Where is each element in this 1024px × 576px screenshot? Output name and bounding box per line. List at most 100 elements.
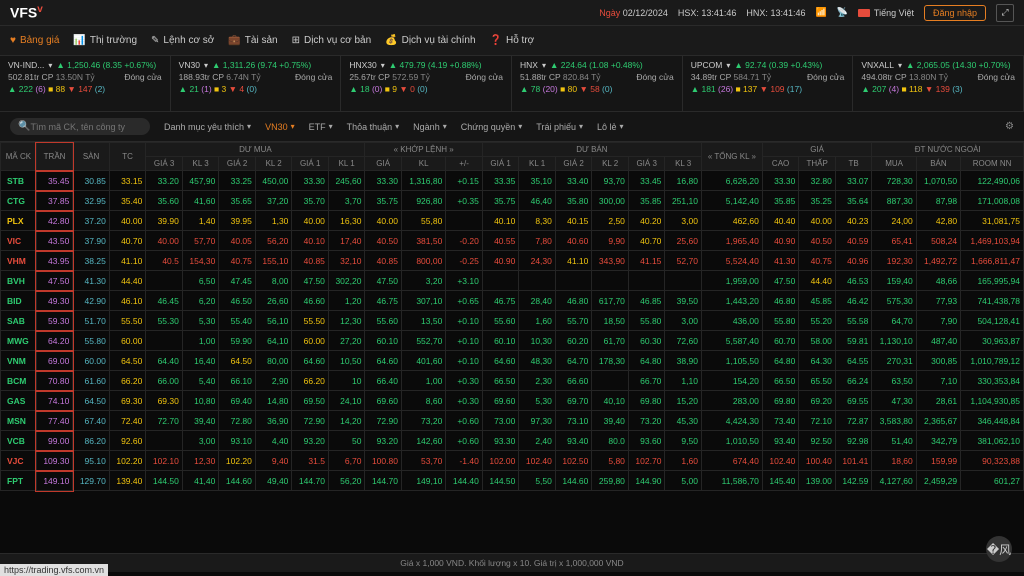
subheader: +/- — [446, 157, 483, 171]
wifi-icon: 📡 — [837, 7, 848, 18]
index-card[interactable]: HNX30 ▾ ▲ 479.79 (4.19 +0.88%) 25.67tr C… — [341, 56, 512, 111]
subheader: GIÁ 2 — [555, 157, 592, 171]
nav-bảng-giá[interactable]: ♥Bảng giá — [10, 35, 59, 46]
symbol[interactable]: GAS — [1, 391, 37, 411]
symbol[interactable]: VIC — [1, 231, 37, 251]
nav-hỗ-trợ[interactable]: ❓Hỗ trợ — [490, 35, 535, 46]
subheader: KL 2 — [592, 157, 629, 171]
index-card[interactable]: VN-IND... ▾ ▲ 1,250.46 (8.35 +0.67%) 502… — [0, 56, 171, 111]
nav-icon: ♥ — [10, 35, 16, 46]
subheader: ROOM NN — [961, 157, 1024, 171]
filter-trái phiếu[interactable]: Trái phiếu ▾ — [536, 122, 583, 132]
symbol[interactable]: MWG — [1, 331, 37, 351]
symbol[interactable]: BCM — [1, 371, 37, 391]
subheader: GIÁ — [365, 157, 402, 171]
index-card[interactable]: UPCOM ▾ ▲ 92.74 (0.39 +0.43%) 34.89tr CP… — [683, 56, 854, 111]
hsx-time: HSX: 13:41:46 — [678, 8, 737, 18]
filter-thỏa thuận[interactable]: Thỏa thuận ▾ — [347, 122, 400, 132]
symbol[interactable]: PLX — [1, 211, 37, 231]
nav-dịch-vụ-tài-chính[interactable]: 💰Dịch vụ tài chính — [385, 35, 475, 46]
login-button[interactable]: Đăng nhập — [924, 5, 986, 21]
symbol[interactable]: FPT — [1, 471, 37, 491]
table-row[interactable]: BVH47.5041.3044.406,5047.458,0047.50302,… — [1, 271, 1024, 291]
index-card[interactable]: VN30 ▾ ▲ 1,311.26 (9.74 +0.75%) 188.93tr… — [171, 56, 342, 111]
subheader: KL 1 — [328, 157, 365, 171]
filter-vn30[interactable]: VN30 ▾ — [265, 122, 295, 132]
table-row[interactable]: VNM69.0060.0064.5064.4016,4064.5080,0064… — [1, 351, 1024, 371]
logo: VFSv — [10, 4, 43, 21]
table-row[interactable]: VJC109.3095.10102.20102.1012,30102.209,4… — [1, 451, 1024, 471]
hnx-time: HNX: 13:41:46 — [746, 8, 805, 18]
symbol[interactable]: STB — [1, 171, 37, 191]
nav-icon: 💼 — [228, 35, 240, 46]
subheader: TB — [835, 157, 872, 171]
subheader: GIÁ 1 — [482, 157, 519, 171]
subheader: KL 3 — [665, 157, 702, 171]
signal-icon: 📶 — [815, 7, 826, 18]
index-card[interactable]: HNX ▾ ▲ 224.64 (1.08 +0.48%) 51.88tr CP … — [512, 56, 683, 111]
col-duban: DƯ BÁN — [482, 143, 701, 157]
symbol[interactable]: VCB — [1, 431, 37, 451]
search-box[interactable]: 🔍 — [10, 118, 150, 135]
subheader: GIÁ 1 — [292, 157, 329, 171]
nav-icon: 💰 — [385, 35, 397, 46]
index-card[interactable]: VNXALL ▾ ▲ 2,065.05 (14.30 +0.70%) 494.0… — [853, 56, 1024, 111]
col-gia: GIÁ — [762, 143, 872, 157]
table-row[interactable]: SAB59.3051.7055.5055.305,3055.4056,1055.… — [1, 311, 1024, 331]
language-selector[interactable]: Tiếng Việt — [858, 8, 914, 18]
subheader: MUA — [872, 157, 916, 171]
url-hint: https://trading.vfs.com.vn — [0, 564, 108, 576]
fullscreen-button[interactable]: ⤢ — [996, 4, 1014, 22]
nav-icon: ✎ — [151, 35, 159, 46]
filter-lô lẻ[interactable]: Lô lẻ ▾ — [597, 122, 624, 132]
table-row[interactable]: GAS74.1064.5069.3069.3010,8069.4014,8069… — [1, 391, 1024, 411]
subheader: KL — [401, 157, 445, 171]
symbol[interactable]: BVH — [1, 271, 37, 291]
nav-tài-sản[interactable]: 💼Tài sản — [228, 35, 277, 46]
table-row[interactable]: VCB99.0086.2092.603,0093.104,4093.205093… — [1, 431, 1024, 451]
subheader: CAO — [762, 157, 799, 171]
symbol[interactable]: MSN — [1, 411, 37, 431]
filter-ngành[interactable]: Ngành ▾ — [413, 122, 447, 132]
filter-chứng quyền[interactable]: Chứng quyền ▾ — [461, 122, 523, 132]
nav-thị-trường[interactable]: 📊Thị trường — [73, 35, 137, 46]
table-row[interactable]: VHM43.9538.2541.1040.5154,3040.75155,104… — [1, 251, 1024, 271]
nav-icon: ❓ — [490, 35, 502, 46]
nav-lệnh-cơ-sở[interactable]: ✎Lệnh cơ sở — [151, 35, 214, 46]
col-san: SÀN — [73, 143, 110, 171]
nav-dịch-vụ-cơ-bản[interactable]: ⊞Dịch vụ cơ bản — [292, 35, 372, 46]
symbol[interactable]: VHM — [1, 251, 37, 271]
table-row[interactable]: STB35.4530.8533.1533.20457,9033.25450,00… — [1, 171, 1024, 191]
table-row[interactable]: FPT149.10129.70139.40144.5041,40144.6049… — [1, 471, 1024, 491]
subheader: GIÁ 3 — [628, 157, 665, 171]
subheader: BÁN — [916, 157, 960, 171]
subheader: THẤP — [799, 157, 836, 171]
date-label: Ngày 02/12/2024 — [599, 8, 668, 18]
table-row[interactable]: BID49.3042.9046.1046.456,2046.5026,6046.… — [1, 291, 1024, 311]
table-row[interactable]: PLX42.8037.2040.0039.901,4039.951,3040.0… — [1, 211, 1024, 231]
symbol[interactable]: CTG — [1, 191, 37, 211]
nav-icon: ⊞ — [292, 35, 300, 46]
nav-icon: 📊 — [73, 35, 85, 46]
table-row[interactable]: CTG37.8532.9535.4035.6041,6035.6537,2035… — [1, 191, 1024, 211]
symbol[interactable]: VNM — [1, 351, 37, 371]
symbol[interactable]: SAB — [1, 311, 37, 331]
col-tran: TRẦN — [36, 143, 73, 171]
subheader: KL 2 — [255, 157, 292, 171]
col-tongkl: « TỔNG KL » — [701, 143, 762, 171]
subheader: KL 3 — [182, 157, 219, 171]
symbol[interactable]: BID — [1, 291, 37, 311]
table-row[interactable]: BCM70.8061.6066.2066.005,4066.102,9066.2… — [1, 371, 1024, 391]
symbol[interactable]: VJC — [1, 451, 37, 471]
settings-icon[interactable]: ⚙ — [1005, 121, 1014, 132]
table-row[interactable]: MSN77.4067.4072.4072.7039,4072.8036,9072… — [1, 411, 1024, 431]
col-khoplenh: « KHỚP LỆNH » — [365, 143, 482, 157]
col-mack: MÃ CK — [1, 143, 37, 171]
table-row[interactable]: VIC43.5037.9040.7040.0057,7040.0556,2040… — [1, 231, 1024, 251]
filter-danh mục yêu thích[interactable]: Danh mục yêu thích ▾ — [164, 122, 251, 132]
search-input[interactable] — [30, 122, 142, 132]
filter-etf[interactable]: ETF ▾ — [309, 122, 333, 132]
table-row[interactable]: MWG64.2055.8060.001,0059.9064,1060.0027,… — [1, 331, 1024, 351]
share-fab[interactable]: �风 — [986, 536, 1012, 562]
search-icon: 🔍 — [18, 121, 30, 132]
